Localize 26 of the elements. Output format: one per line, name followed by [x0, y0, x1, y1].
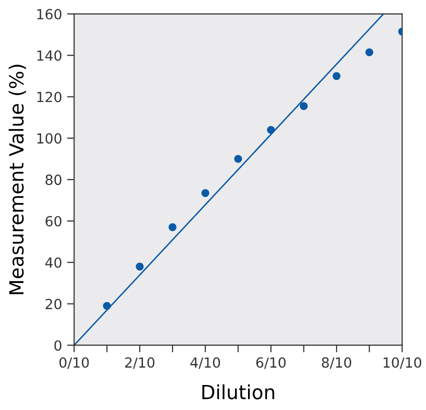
x-axis-title: Dilution [202, 384, 274, 400]
y-tick-label: 40 [45, 257, 62, 268]
y-axis-title: Measurement Value (%) [8, 64, 26, 294]
x-tick-label: 10/10 [384, 357, 422, 369]
point [365, 48, 374, 56]
y-tick-label: 20 [46, 298, 62, 310]
y-tick-label: 160 [37, 8, 62, 20]
point [234, 154, 242, 163]
y-tick-label: 100 [37, 133, 62, 144]
x-tick-label: 8/10 [322, 357, 352, 369]
y-tick-label: 60 [46, 216, 62, 226]
x-tick-label: 2/10 [125, 357, 154, 369]
x-tick-label: 0/10 [59, 357, 89, 369]
point [168, 223, 176, 232]
x-tick-label: 6/10 [256, 357, 286, 369]
point [332, 72, 340, 80]
point [136, 262, 144, 270]
x-tick-label: 4/10 [190, 357, 220, 369]
point [267, 126, 275, 134]
point [103, 302, 111, 310]
y-tick-label: 140 [37, 50, 62, 61]
y-tick-label: 120 [37, 92, 62, 102]
point [201, 189, 210, 197]
point [300, 102, 308, 110]
y-tick-label: 80 [46, 174, 62, 186]
y-tick-label: 0 [54, 340, 62, 351]
